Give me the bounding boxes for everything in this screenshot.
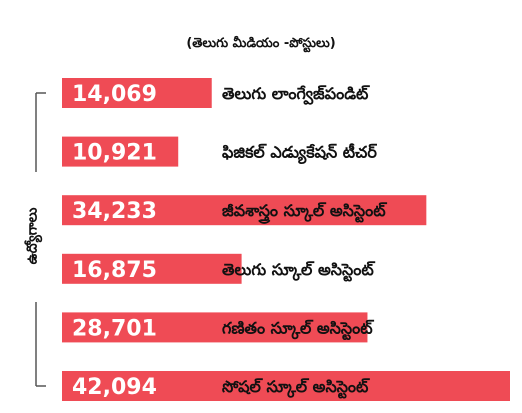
category-label-1: తెలుగు లాంగ్వేజ్‌పండిట్ [222,84,370,105]
value-label-1: 14,069 [72,82,157,107]
y-axis-bracket [35,92,46,387]
chart-subtitle: (తెలుగు మీడియం -పోస్టులు) [186,36,336,51]
value-label-6: 42,094 [72,375,157,400]
bar-1 [62,78,212,108]
value-label-2: 10,921 [72,141,157,166]
bars-group: 14,069 తెలుగు లాంగ్వేజ్‌పండిట్ 10,921 ఫిజిక… [62,78,510,401]
bar-2 [62,136,179,167]
category-label-5: గణితం స్కూల్ అసిస్టెంట్ [222,318,374,340]
value-label-3: 34,233 [72,199,157,224]
bar-4 [62,253,242,284]
bar-5 [62,312,368,343]
bar-6 [62,371,510,401]
bar-3 [62,195,427,226]
value-label-5: 28,701 [72,316,157,341]
category-label-4: తెలుగు స్కూల్ అసిస్టెంట్ [222,260,375,282]
value-label-4: 16,875 [72,258,157,283]
category-label-6: సోషల్ స్కూల్ అసిస్టెంట్ [222,377,370,399]
category-label-3: జీవశాస్త్రం స్కూల్ అసిస్టెంట్ [222,201,387,224]
category-label-2: ఫిజికల్ ఎడ్యుకేషన్ టీచర్ [222,143,377,165]
